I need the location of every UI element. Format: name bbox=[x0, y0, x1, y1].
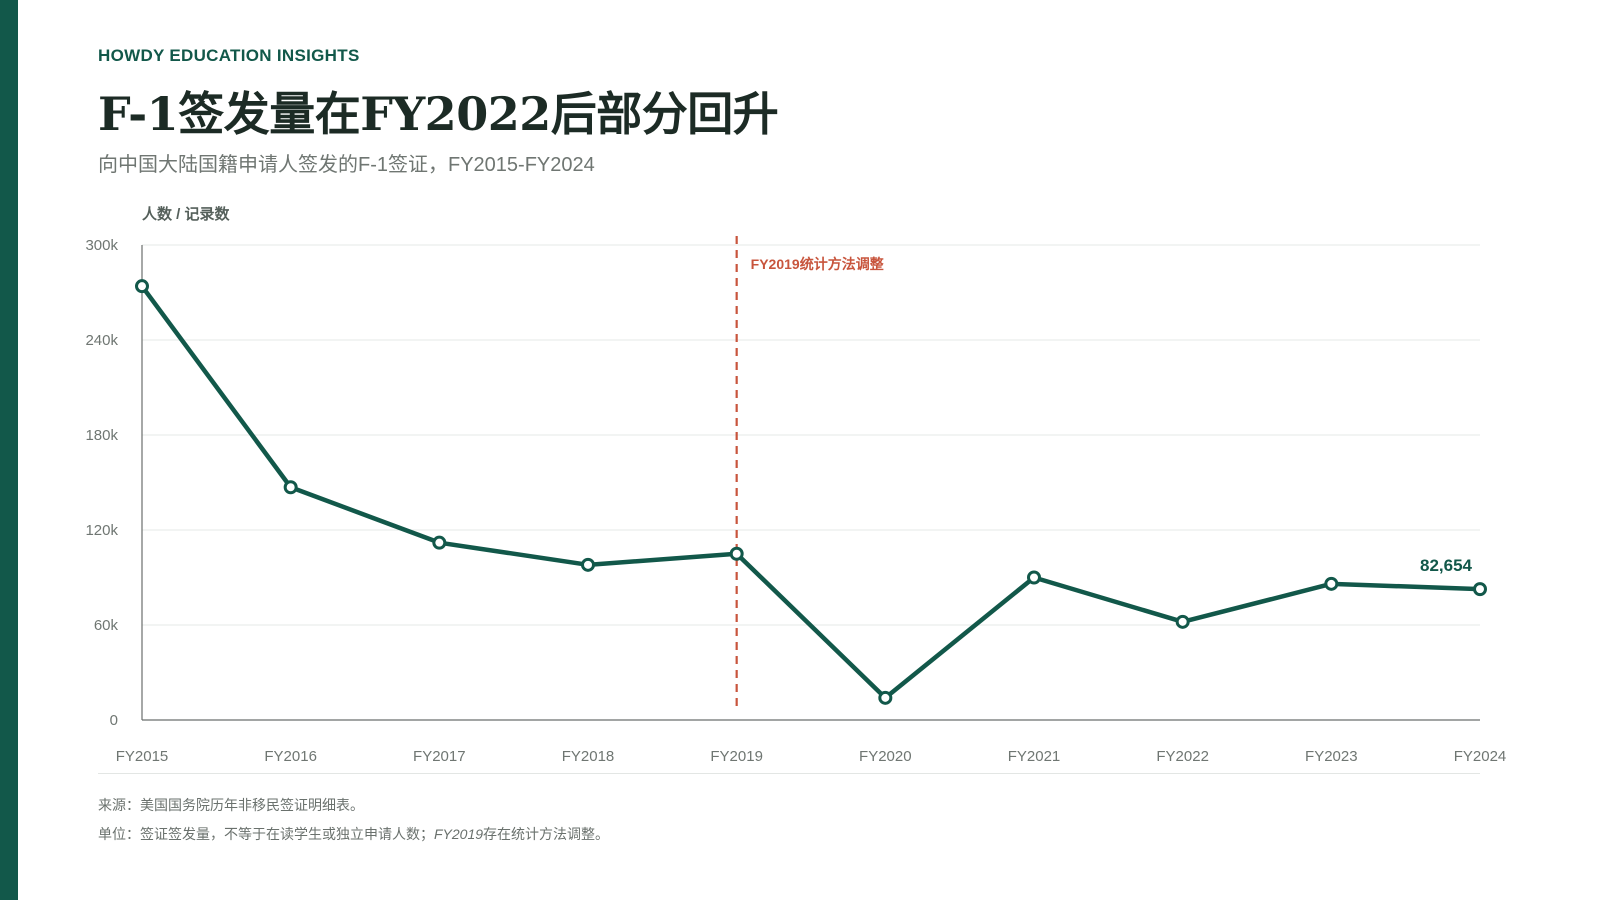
data-point bbox=[1027, 570, 1041, 585]
x-tick-label: FY2020 bbox=[859, 748, 912, 765]
y-tick-label: 180k bbox=[85, 427, 118, 444]
annotation-label: FY2019统计方法调整 bbox=[751, 256, 885, 272]
data-point bbox=[1324, 576, 1339, 591]
data-point bbox=[581, 557, 595, 572]
data-point bbox=[1473, 582, 1487, 597]
x-tick-label: FY2024 bbox=[1454, 748, 1507, 765]
x-tick-label: FY2017 bbox=[413, 748, 466, 765]
y-tick-label: 300k bbox=[85, 237, 118, 254]
brand-label: HOWDY EDUCATION INSIGHTS bbox=[98, 46, 360, 65]
y-tick-label: 60k bbox=[94, 617, 119, 634]
x-tick-label: FY2022 bbox=[1156, 748, 1209, 765]
data-point bbox=[1175, 614, 1190, 629]
page-subtitle: 向中国大陆国籍申请人签发的F-1签证，FY2015-FY2024 bbox=[98, 154, 595, 176]
x-tick-label: FY2023 bbox=[1305, 748, 1358, 765]
unit-note-italic: FY2019 bbox=[434, 826, 484, 842]
unit-note: 单位：签证签发量，不等于在读学生或独立申请人数；FY2019存在统计方法调整。 bbox=[98, 824, 609, 844]
y-tick-label: 0 bbox=[110, 712, 118, 729]
x-tick-label: FY2019 bbox=[710, 748, 763, 765]
x-tick-label: FY2015 bbox=[116, 748, 169, 765]
data-point bbox=[135, 279, 149, 294]
data-point bbox=[878, 690, 893, 705]
source-note: 来源：美国国务院历年非移民签证明细表。 bbox=[98, 797, 364, 813]
x-tick-label: FY2021 bbox=[1008, 748, 1061, 765]
y-axis-title: 人数 / 记录数 bbox=[142, 205, 231, 223]
footer-divider bbox=[98, 773, 1480, 774]
y-tick-label: 120k bbox=[85, 522, 118, 539]
x-tick-label: FY2016 bbox=[264, 748, 317, 765]
data-point bbox=[283, 480, 298, 495]
page-title: F-1签发量在FY2022后部分回升 bbox=[98, 87, 779, 141]
data-point bbox=[432, 535, 447, 550]
y-tick-label: 240k bbox=[85, 332, 118, 349]
accent-bar bbox=[0, 0, 18, 900]
unit-note-suffix: 存在统计方法调整。 bbox=[483, 826, 610, 842]
unit-note-prefix: 单位：签证签发量，不等于在读学生或独立申请人数； bbox=[98, 826, 434, 842]
data-label: 82,654 bbox=[1420, 556, 1473, 575]
x-tick-label: FY2018 bbox=[562, 748, 615, 765]
data-point bbox=[729, 546, 744, 561]
series-line bbox=[139, 283, 1483, 701]
